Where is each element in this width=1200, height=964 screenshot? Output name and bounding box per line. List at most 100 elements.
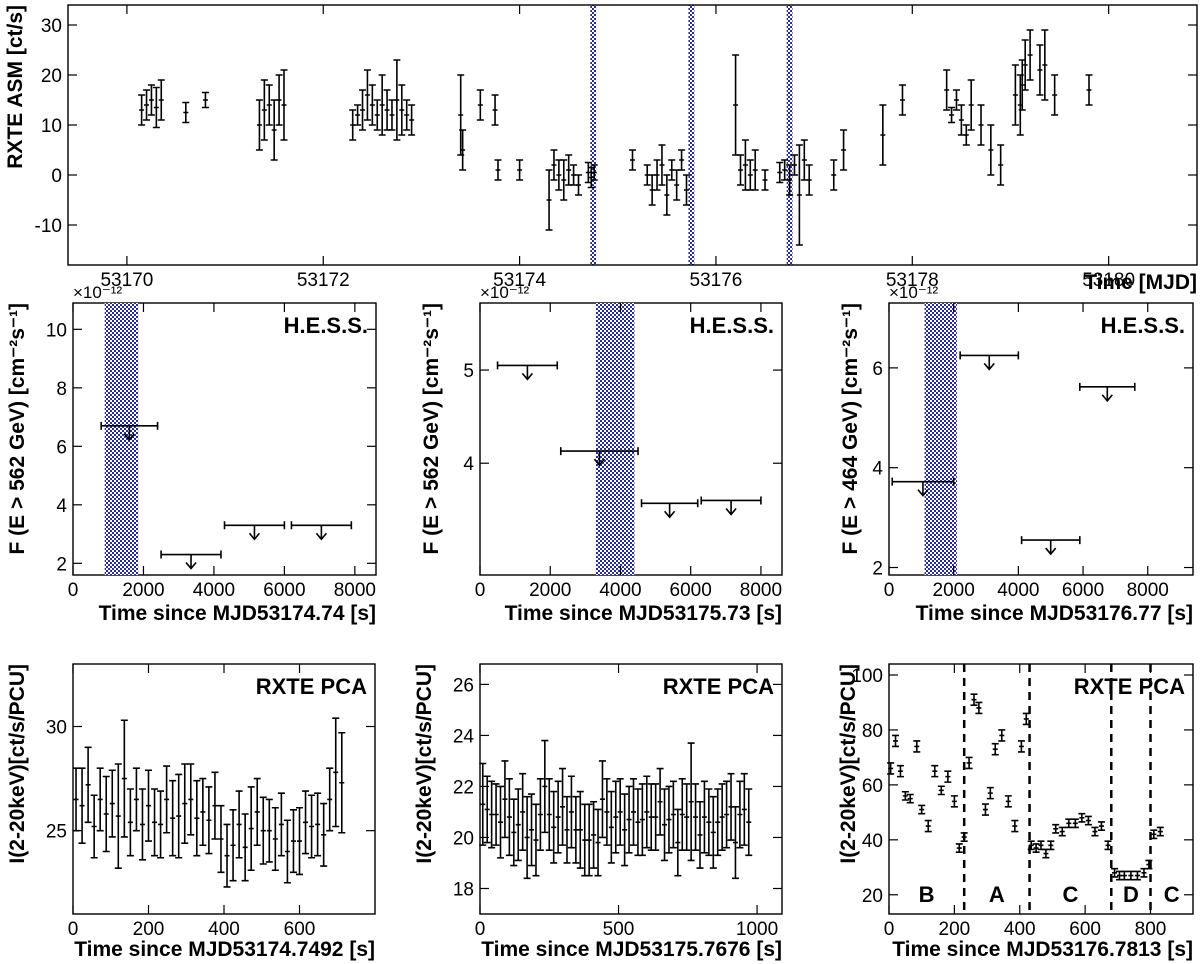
hess2-marks: [496, 303, 762, 575]
asm-data-point: [761, 169, 769, 191]
hess2-ticks: 0 2000 4000 6000 8000 4 5: [463, 303, 782, 601]
pca1-data-point: [247, 786, 255, 872]
pca2-data-point: [479, 762, 487, 846]
asm-data-point: [363, 69, 371, 121]
pca3-data-point: [1104, 840, 1112, 851]
asm-data-point: [147, 84, 155, 116]
asm-data-point: [143, 89, 151, 121]
asm-data-point: [898, 84, 906, 116]
hess3-xtick-label: 2000: [933, 580, 975, 601]
hess1-frame: [72, 302, 377, 576]
pca1-data-point: [90, 794, 98, 859]
pca1-data-point: [199, 777, 207, 847]
asm-data-point: [359, 89, 367, 131]
pca3-segment-label: D: [1123, 882, 1139, 907]
asm-data-point: [1051, 74, 1059, 116]
pca1-data-point: [320, 802, 328, 867]
pca1-data-point: [314, 792, 322, 857]
pca2-data-point: [727, 772, 735, 841]
pca3-data-point: [906, 793, 914, 804]
pca1-data-point: [205, 786, 213, 855]
asm-data-point: [678, 149, 686, 171]
pca3-xlabel: Time since MJD53176.7813 [s]: [892, 938, 1193, 961]
asm-data-point: [997, 144, 1005, 186]
asm-xtick-label: 53176: [690, 270, 743, 291]
pca3-xtick-label: 0: [884, 919, 895, 940]
asm-data-point: [977, 104, 985, 146]
pca1-data-point: [289, 809, 297, 874]
pca3-data-point: [1047, 840, 1055, 851]
hess1-upper-limit: [160, 550, 222, 570]
asm-data-point: [781, 159, 789, 181]
pca1-data-point: [308, 794, 316, 859]
pca1-data-point: [217, 804, 225, 874]
pca2-data-point: [563, 795, 571, 864]
pca1-data-point: [163, 765, 171, 834]
hess1-xtick-label: 4000: [193, 580, 235, 601]
pca3-data-point: [913, 740, 921, 753]
pca2-data-point: [607, 790, 615, 864]
pca3-data-point: [1004, 795, 1012, 808]
pca2-xtick-label: 1000: [736, 919, 778, 940]
hess3-upper-limit: [1020, 536, 1081, 556]
pca3-data-point: [955, 843, 963, 853]
hess1-xtick-label: 2000: [122, 580, 164, 601]
pca1-data-point: [187, 763, 195, 836]
pca3-xtick-label: 800: [1135, 919, 1167, 940]
pca1-data-point: [181, 763, 189, 844]
pca2-data-point: [483, 775, 491, 844]
pca1-marks: [72, 717, 346, 888]
pca2-data-point: [696, 800, 704, 869]
hess3-marks: [891, 303, 1136, 575]
asm-frame: [67, 4, 1198, 266]
pca2-data-point: [669, 780, 677, 849]
pca3-data-point: [944, 770, 952, 783]
pca1-ytick-label: 25: [46, 822, 67, 843]
pca3-data-point: [1127, 870, 1135, 881]
pca2-ylabel: I(2-20keV)[ct/s/PCU]: [413, 664, 436, 864]
pca2-data-point: [709, 795, 717, 869]
asm-data-point: [398, 84, 406, 136]
asm-data-point: [152, 86, 160, 129]
asm-data-point: [255, 99, 263, 151]
pca1-ticks: 0 200 400 600 25 30: [46, 664, 375, 940]
pca2-data-point: [740, 772, 748, 846]
asm-data-point: [800, 139, 808, 181]
pca2-data-point: [638, 783, 646, 857]
asm-data-point: [260, 79, 268, 141]
pca3-xtick-label: 400: [1004, 919, 1036, 940]
pca2-title: RXTE PCA: [663, 674, 774, 699]
pca3-data-point: [950, 795, 958, 808]
asm-data-point: [570, 164, 578, 186]
hess2-xtick-label: 6000: [670, 580, 712, 601]
asm-data-point: [555, 159, 563, 191]
asm-data-point: [1041, 29, 1049, 101]
pca1-panel: 0 200 400 600 25 30 RXTE PCA Time since MJD53…: [6, 663, 376, 961]
asm-data-point: [663, 174, 671, 216]
pca3-data-point: [1037, 840, 1045, 851]
pca3-xtick-label: 200: [939, 919, 971, 940]
asm-data-point: [373, 99, 381, 131]
asm-data-point: [575, 174, 583, 196]
pca2-data-point: [661, 788, 669, 862]
asm-ytick-label: 10: [41, 116, 62, 137]
hess1-ticks: 0 2000 4000 6000 8000 2 4 6 8 10: [46, 303, 376, 601]
pca3-data-point: [1065, 818, 1073, 829]
asm-data-point: [368, 84, 376, 126]
pca1-data-point: [253, 777, 261, 847]
hess3-ylabel: F (E > 464 GeV) [cm⁻²s⁻¹]: [839, 303, 862, 555]
pca3-xtick-label: 600: [1069, 919, 1101, 940]
asm-ticks: 53170 53172 53174 53176 53178 53180 -10 0 10 20 30: [35, 5, 1197, 291]
asm-data-point: [1085, 74, 1093, 106]
pca2-ytick-label: 24: [453, 726, 475, 747]
pca1-xtick-label: 200: [133, 919, 165, 940]
asm-marks: [138, 5, 1093, 265]
pca3-data-point: [937, 785, 945, 796]
pca3-segment-label: B: [919, 882, 935, 907]
pca2-panel: 0 500 1000 18 20 22 24 26 RXTE PCA Time since M…: [413, 663, 783, 961]
pca2-xtick-label: 500: [603, 919, 635, 940]
asm-ytick-label: -10: [35, 216, 62, 237]
asm-data-point: [648, 174, 656, 206]
asm-data-point: [378, 74, 386, 136]
